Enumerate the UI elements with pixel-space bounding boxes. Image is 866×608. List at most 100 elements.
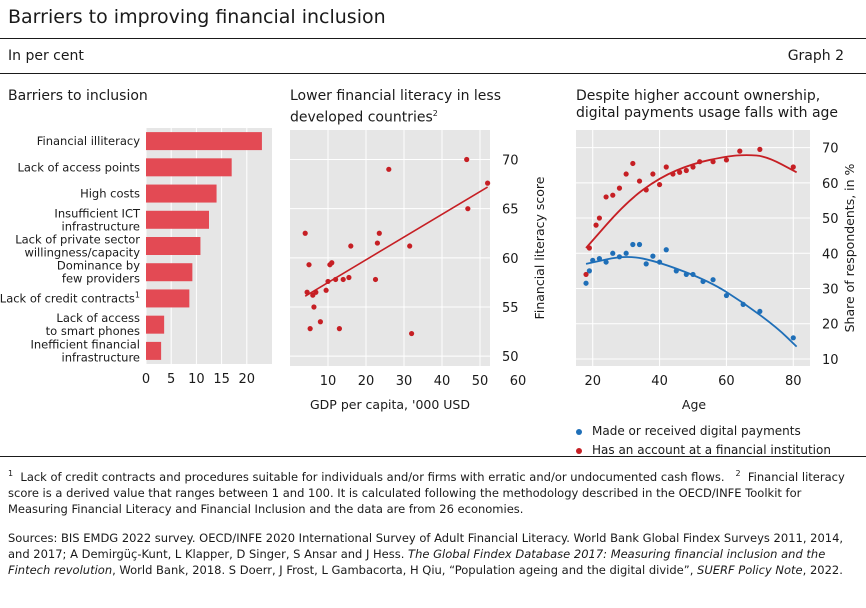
age-point-blue (586, 268, 592, 274)
age-point-blue (650, 253, 656, 259)
literacy-point (306, 262, 312, 268)
legend-marker-red (576, 447, 582, 454)
age-point-red (697, 159, 703, 165)
literacy-x-tick: 10 (320, 374, 337, 389)
bar-x-tick: 0 (142, 372, 150, 387)
literacy-point (340, 276, 346, 283)
subtitle-rule (0, 73, 866, 74)
age-point-blue (596, 255, 602, 262)
middle-title-sup: 2 (432, 109, 438, 118)
age-scatter-chart: 20 40 60 80 10 20 30 40 50 60 70 Age Share of respon… (576, 130, 857, 412)
literacy-x-tick: 60 (510, 374, 527, 389)
age-x-tick: 60 (718, 374, 735, 389)
sources: Sources: BIS EMDG 2022 survey. OECD/INFE… (8, 530, 854, 578)
middle-title-line2: developed countries2 (290, 105, 501, 127)
literacy-point (374, 240, 380, 246)
age-point-red (656, 181, 663, 188)
literacy-x-tick: 50 (472, 374, 489, 389)
bar-label: few providers (62, 272, 140, 286)
age-y-tick: 20 (822, 318, 839, 333)
footnote-1-mark: 1 (8, 469, 14, 478)
age-point-blue (630, 241, 636, 248)
bar-2 (146, 184, 217, 203)
age-point-blue (740, 301, 746, 307)
age-point-blue (700, 278, 706, 285)
age-trend-red (585, 154, 798, 249)
literacy-y-tick: 70 (502, 154, 519, 169)
literacy-point (464, 156, 470, 163)
age-point-blue (636, 241, 643, 248)
footnotes: 1 Lack of credit contracts and procedure… (8, 466, 854, 517)
bar-x-tick: 20 (239, 372, 256, 387)
bar-label: Inefficient financial (30, 337, 140, 351)
bar-x-tick: 15 (213, 372, 230, 387)
age-point-red (586, 245, 592, 251)
age-point-blue (663, 247, 669, 253)
age-trend-blue (585, 256, 798, 348)
right-panel-title: Despite higher account ownership, digita… (576, 88, 838, 122)
title-rule (0, 38, 866, 39)
footnote-rule (0, 456, 866, 457)
age-point-red (790, 164, 796, 170)
age-point-red (690, 164, 696, 170)
age-point-blue (723, 292, 730, 299)
literacy-y-tick: 55 (502, 301, 519, 316)
literacy-point (304, 289, 310, 295)
legend-label-digital: Made or received digital payments (592, 424, 801, 438)
age-point-red (643, 187, 649, 193)
age-point-red (737, 148, 743, 154)
literacy-point (348, 243, 354, 249)
age-y-tick: 10 (822, 353, 839, 368)
legend-label-account: Has an account at a financial institutio… (592, 443, 831, 457)
age-point-blue (583, 280, 589, 286)
legend-marker-blue (576, 428, 582, 435)
sources-book-title: The Global Findex Database 2017: Measuri… (8, 547, 826, 577)
bar-label: Lack of access (56, 311, 140, 325)
bar-label-footnote: 1 (135, 290, 140, 299)
literacy-x-tick: 20 (358, 374, 375, 389)
right-title-line2: digital payments usage falls with age (576, 105, 839, 121)
literacy-x-tick: 40 (434, 374, 451, 389)
age-point-red (596, 215, 602, 221)
footnote-2-mark: 2 (735, 469, 741, 478)
literacy-point (307, 326, 313, 332)
age-point-red (630, 160, 636, 167)
age-point-blue (616, 254, 623, 260)
age-point-blue (643, 261, 649, 267)
chart-subtitle: In per cent (8, 48, 84, 64)
bar-label: Lack of credit contracts1 (0, 290, 140, 305)
age-x-tick: 40 (651, 374, 668, 389)
bar-label: Insufficient ICT (54, 206, 141, 220)
sources-part3: , 2022. (802, 563, 843, 577)
literacy-point (317, 319, 323, 325)
bar-8 (146, 341, 162, 360)
sources-part1: Sources: BIS EMDG 2022 survey. OECD/INFE… (8, 531, 844, 561)
bar-1 (146, 158, 232, 177)
bar-label: Lack of private sector (15, 233, 140, 247)
literacy-point (386, 166, 392, 172)
age-point-blue (757, 308, 763, 315)
sources-journal: SUERF Policy Note (697, 563, 803, 577)
chart-title: Barriers to improving financial inclusio… (8, 6, 386, 28)
right-title-line1: Despite higher account ownership, (576, 88, 821, 104)
legend-item-digital: Made or received digital payments (576, 422, 831, 441)
age-y-tick: 50 (822, 212, 839, 227)
bar-label: Financial illiteracy (37, 134, 140, 148)
age-y-label: Share of respondents, in % (842, 163, 857, 332)
literacy-point (325, 278, 331, 285)
age-x-tick: 80 (785, 374, 802, 389)
literacy-point (346, 274, 352, 281)
age-point-red (583, 271, 589, 278)
literacy-point (465, 206, 471, 212)
age-point-red (610, 192, 616, 198)
age-point-blue (790, 335, 796, 341)
age-y-tick: 70 (822, 142, 839, 157)
age-point-blue (610, 250, 616, 256)
age-point-red (593, 222, 599, 228)
age-point-red (603, 194, 609, 200)
age-y-tick: 30 (822, 283, 839, 298)
literacy-point (376, 230, 382, 236)
bar-6 (146, 289, 190, 308)
bar-label: infrastructure (62, 350, 141, 364)
literacy-y-label: Financial literacy score (532, 176, 547, 319)
